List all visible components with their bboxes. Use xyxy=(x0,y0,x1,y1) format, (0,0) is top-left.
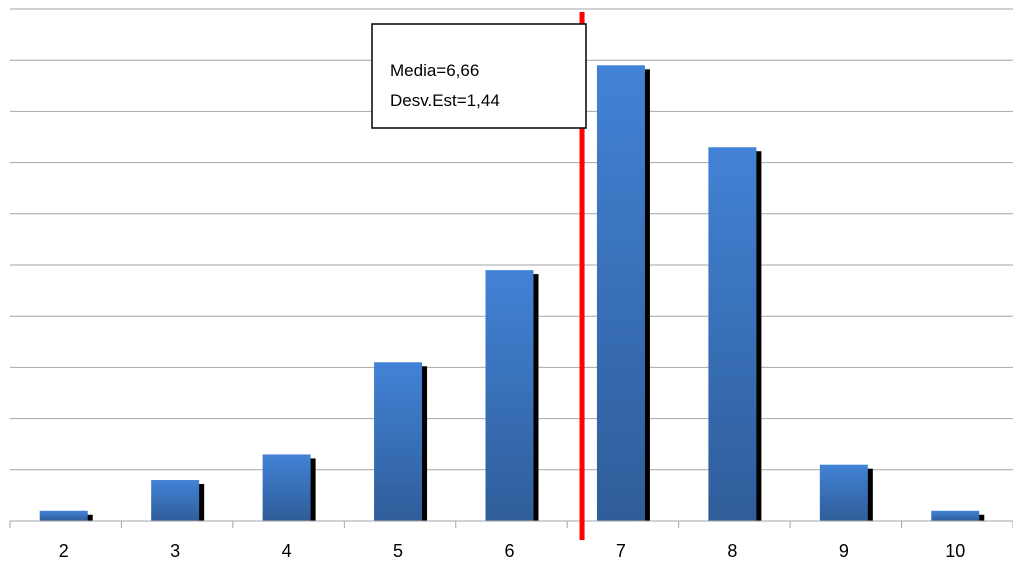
bar-5 xyxy=(374,362,428,521)
bar-4 xyxy=(262,454,316,521)
bars xyxy=(39,65,985,522)
bar-9 xyxy=(819,464,873,521)
x-tick-labels: 2 3 4 5 6 7 8 9 10 xyxy=(59,541,966,561)
bar-6 xyxy=(485,270,539,521)
bar-fill xyxy=(485,270,534,521)
bar-fill xyxy=(708,147,757,522)
bar-fill xyxy=(151,480,200,521)
x-tick-label: 9 xyxy=(839,541,849,561)
bar-3 xyxy=(151,480,205,521)
annotation-mean-text: Media=6,66 xyxy=(390,61,479,80)
bar-fill xyxy=(262,454,311,521)
annotation-box xyxy=(371,23,587,129)
bar-10 xyxy=(931,510,985,521)
bar-7 xyxy=(596,65,650,521)
stats-annotation-box: Media=6,66 Desv.Est=1,44 xyxy=(371,23,587,129)
x-tick-label: 10 xyxy=(945,541,965,561)
annotation-stdev-text: Desv.Est=1,44 xyxy=(390,91,500,110)
x-tick-label: 6 xyxy=(504,541,514,561)
bar-fill xyxy=(39,510,88,521)
x-tick-label: 2 xyxy=(59,541,69,561)
x-tick-label: 7 xyxy=(616,541,626,561)
bar-fill xyxy=(931,510,980,521)
x-tick-label: 5 xyxy=(393,541,403,561)
x-tick-label: 4 xyxy=(282,541,292,561)
bar-fill xyxy=(819,464,868,521)
bar-2 xyxy=(39,510,93,521)
bar-fill xyxy=(596,65,645,521)
x-tick-label: 3 xyxy=(170,541,180,561)
x-axis xyxy=(9,520,1013,528)
x-tick-label: 8 xyxy=(727,541,737,561)
bar-fill xyxy=(374,362,423,521)
bar-8 xyxy=(708,147,762,522)
